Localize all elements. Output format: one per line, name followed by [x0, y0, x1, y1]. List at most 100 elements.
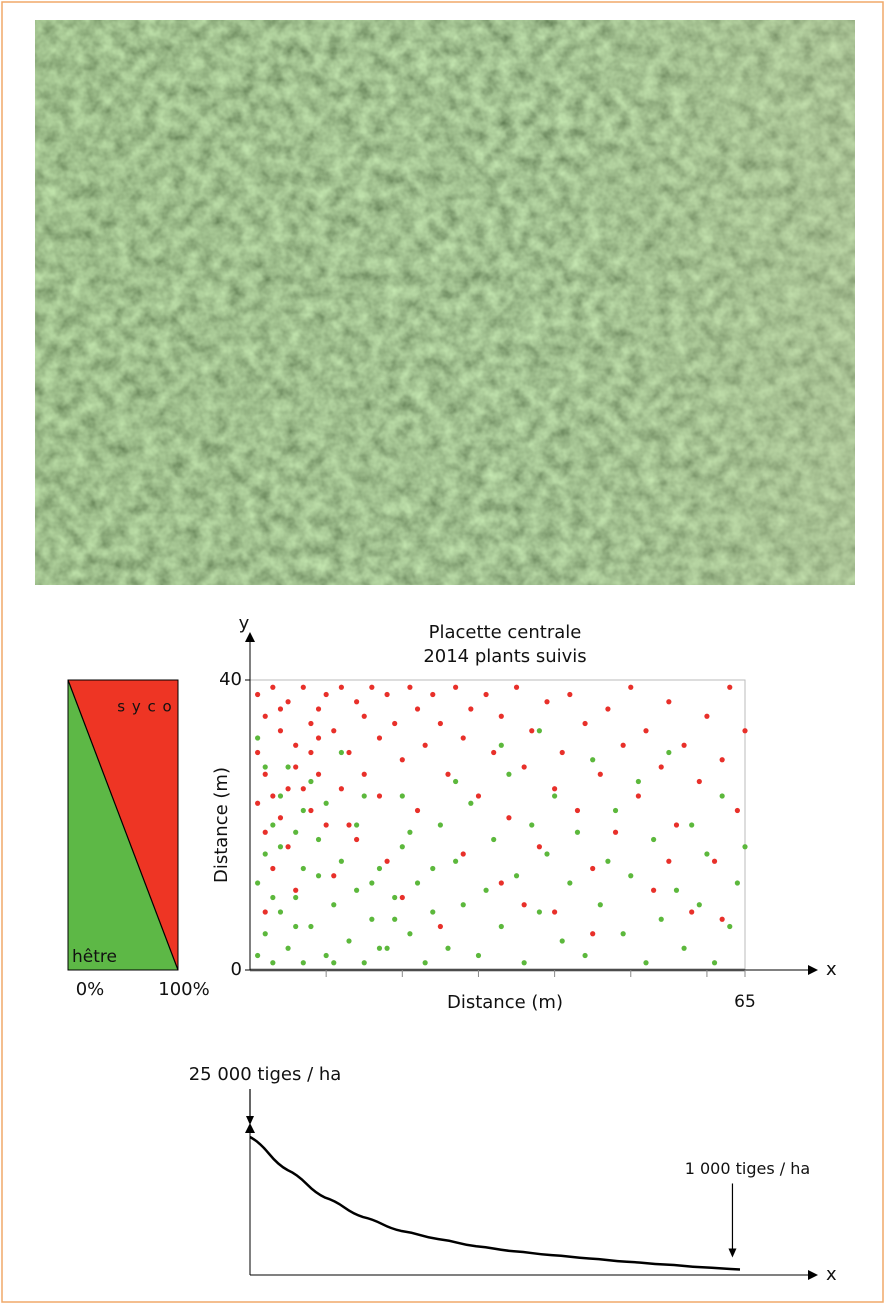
plant-point: [354, 887, 360, 893]
plant-point: [727, 923, 733, 930]
plant-point: [612, 829, 619, 835]
plant-point: [392, 720, 398, 727]
plant-point: [590, 931, 596, 937]
plant-point: [414, 706, 421, 712]
diagram-border: [67, 679, 179, 971]
plant-point: [475, 952, 482, 959]
plant-point: [453, 684, 459, 690]
x-axis-name: x: [826, 959, 837, 980]
plant-point: [376, 865, 383, 872]
plant-point: [628, 873, 634, 879]
plant-point: [270, 793, 276, 799]
plant-point: [270, 894, 276, 901]
plant-point: [498, 923, 504, 930]
plant-point: [315, 706, 322, 712]
plant-point: [308, 749, 314, 756]
plant-point: [384, 858, 390, 864]
x-tick-label: 65: [734, 992, 756, 1012]
arrow-head: [245, 1123, 255, 1133]
plant-point: [255, 952, 261, 959]
plant-point: [590, 865, 596, 872]
plant-point: [399, 844, 405, 850]
plant-point: [635, 793, 641, 799]
plant-point: [529, 822, 535, 828]
plant-point: [605, 706, 611, 712]
plant-point: [704, 713, 710, 719]
plant-point: [407, 829, 413, 835]
plant-point: [285, 764, 291, 770]
plant-point: [536, 728, 542, 734]
plant-point: [331, 873, 337, 879]
plant-point: [376, 793, 383, 799]
plant-point: [255, 735, 261, 741]
plant-point: [468, 706, 474, 712]
plant-point: [293, 894, 299, 901]
plant-point: [354, 836, 360, 843]
plant-point: [262, 909, 268, 915]
plant-point: [414, 880, 421, 886]
y-tick-label: 40: [219, 669, 242, 690]
plant-point: [719, 916, 725, 922]
plant-point: [270, 822, 276, 828]
plant-point: [262, 771, 268, 777]
plant-point: [658, 916, 664, 922]
plant-point: [399, 757, 405, 763]
arrow-head: [808, 1270, 818, 1280]
plant-point: [552, 786, 558, 792]
plant-point: [338, 786, 344, 792]
plant-point: [483, 887, 489, 893]
plant-point: [567, 691, 573, 698]
plant-point: [354, 822, 360, 828]
plant-point: [323, 800, 329, 806]
plant-point: [590, 757, 596, 763]
plant-point: [293, 742, 299, 748]
plant-point: [422, 960, 428, 966]
plant-point: [498, 742, 504, 748]
plant-point: [559, 938, 565, 944]
x-tick-label: 100%: [158, 979, 209, 1000]
plant-point: [734, 807, 740, 814]
plant-point: [437, 720, 443, 727]
plant-point: [483, 691, 489, 698]
plant-point: [719, 793, 725, 799]
divider: [67, 679, 179, 971]
plant-point: [346, 822, 352, 828]
plant-point: [453, 778, 459, 785]
plant-point: [597, 771, 603, 777]
plant-point: [612, 807, 619, 814]
plant-point: [361, 793, 367, 799]
x-axis-label: Distance (m): [447, 992, 563, 1013]
plant-point: [407, 684, 413, 690]
plant-point: [270, 865, 276, 872]
plant-point: [346, 938, 352, 944]
plant-point: [696, 778, 702, 785]
plant-point: [475, 793, 482, 799]
plant-point: [681, 945, 687, 951]
plant-point: [651, 887, 657, 893]
plant-point: [255, 880, 261, 886]
plant-point: [643, 960, 649, 966]
plant-point: [620, 931, 626, 937]
plant-point: [468, 800, 474, 806]
arrow-head: [728, 1248, 737, 1258]
plant-point: [559, 749, 565, 756]
plant-point: [361, 713, 367, 719]
plant-point: [460, 735, 466, 741]
plant-point: [430, 909, 436, 915]
plant-point: [498, 880, 504, 886]
plant-point: [544, 851, 550, 857]
plant-point: [399, 894, 405, 901]
plant-point: [354, 699, 360, 705]
plant-point: [315, 735, 322, 741]
plant-point: [414, 807, 421, 814]
plant-point: [445, 771, 451, 777]
plant-point: [338, 684, 344, 690]
chart-title: Placette centrale: [429, 622, 582, 643]
plant-point: [544, 699, 550, 705]
plant-point: [293, 764, 299, 770]
plant-point: [597, 902, 603, 908]
plant-point: [331, 960, 337, 966]
plant-point: [285, 699, 291, 705]
plant-point: [376, 945, 383, 951]
plant-point: [262, 829, 268, 835]
